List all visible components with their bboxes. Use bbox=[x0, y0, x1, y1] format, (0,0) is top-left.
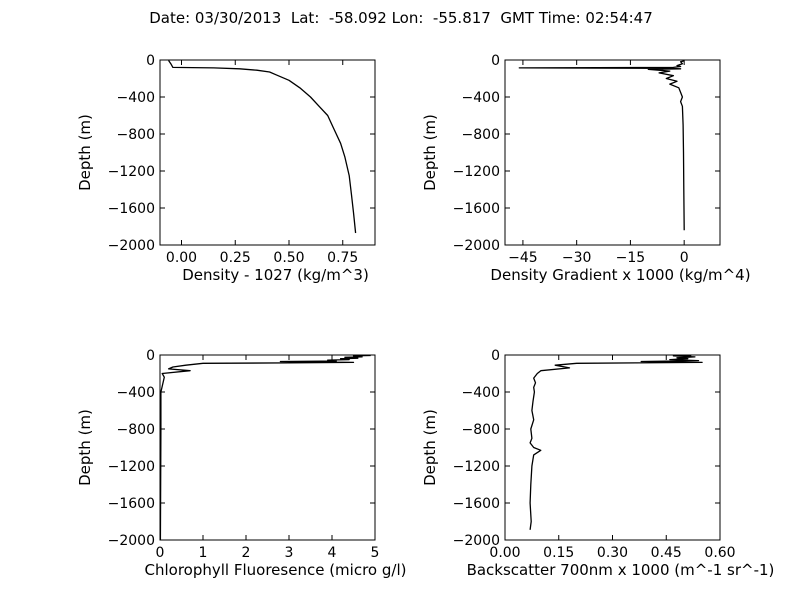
gradient-xtick-label: −15 bbox=[616, 250, 646, 266]
gradient-ytick-label: −2000 bbox=[453, 238, 500, 254]
density-xtick-label: 0.25 bbox=[220, 250, 251, 266]
backscatter-x-axis-label: Backscatter 700nm x 1000 (m^-1 sr^-1) bbox=[467, 561, 775, 579]
panel-chlorophyll: 0 1 2 3 4 5 0 −400 −800 −1200 −1600 −2000 Chlorophyl… bbox=[76, 348, 406, 579]
chlorophyll-xtick-label: 5 bbox=[371, 545, 380, 561]
density-xtick-label: 0.75 bbox=[327, 250, 358, 266]
density-ytick-label: −1200 bbox=[108, 164, 155, 180]
density-ytick-label: −400 bbox=[117, 90, 155, 106]
panel-gradient: −45 −30 −15 0 0 −400 −800 −1200 −1600 −2000 Densit… bbox=[421, 53, 751, 284]
chlorophyll-xtick-label: 3 bbox=[285, 545, 294, 561]
chlorophyll-ytick-label: −1200 bbox=[108, 459, 155, 475]
gradient-ytick-label: 0 bbox=[491, 53, 500, 69]
gradient-y-axis-label: Depth (m) bbox=[421, 114, 439, 191]
density-y-axis-label: Depth (m) bbox=[76, 114, 94, 191]
backscatter-profile-line-0 bbox=[529, 354, 703, 530]
density-x-axis-label: Density - 1027 (kg/m^3) bbox=[182, 266, 369, 284]
backscatter-ytick-label: −1200 bbox=[453, 459, 500, 475]
density-profile-line-0 bbox=[168, 60, 357, 234]
gradient-x-axis-label: Density Gradient x 1000 (kg/m^4) bbox=[490, 266, 750, 284]
gradient-ytick-label: −400 bbox=[462, 90, 500, 106]
chlorophyll-xtick-label: 1 bbox=[199, 545, 208, 561]
figure-title: Date: 03/30/2013 Lat: -58.092 Lon: -55.8… bbox=[149, 9, 653, 27]
chlorophyll-profile-line-0 bbox=[159, 354, 371, 541]
gradient-xtick-label: −45 bbox=[508, 250, 538, 266]
gradient-xtick-label: 0 bbox=[680, 250, 689, 266]
backscatter-xtick-label: 0.60 bbox=[704, 545, 735, 561]
chlorophyll-ytick-label: −2000 bbox=[108, 533, 155, 549]
density-ytick-label: −2000 bbox=[108, 238, 155, 254]
density-ytick-label: −800 bbox=[117, 127, 155, 143]
density-plot-frame bbox=[159, 59, 376, 246]
gradient-ytick-label: −1200 bbox=[453, 164, 500, 180]
backscatter-xtick-label: 0.15 bbox=[543, 545, 574, 561]
panel-density: 0.00 0.25 0.50 0.75 0 −400 −800 −1200 −1600 −2000… bbox=[76, 53, 376, 284]
backscatter-xtick-label: 0.30 bbox=[597, 545, 628, 561]
backscatter-xtick-label: 0.00 bbox=[489, 545, 520, 561]
panel-backscatter: 0.00 0.15 0.30 0.45 0.60 0 −400 −800 −1200 −1600 −… bbox=[421, 348, 774, 579]
density-ytick-label: −1600 bbox=[108, 201, 155, 217]
gradient-profile-line-0 bbox=[518, 60, 685, 231]
chlorophyll-ytick-label: 0 bbox=[146, 348, 155, 364]
chlorophyll-xtick-label: 2 bbox=[242, 545, 251, 561]
backscatter-ytick-label: −800 bbox=[462, 422, 500, 438]
backscatter-ytick-label: −400 bbox=[462, 385, 500, 401]
gradient-ytick-label: −800 bbox=[462, 127, 500, 143]
chlorophyll-xtick-label: 0 bbox=[156, 545, 165, 561]
gradient-ytick-label: −1600 bbox=[453, 201, 500, 217]
density-xtick-label: 0.00 bbox=[166, 250, 197, 266]
density-ytick-label: 0 bbox=[146, 53, 155, 69]
backscatter-ytick-label: 0 bbox=[491, 348, 500, 364]
gradient-plot-frame bbox=[504, 59, 721, 246]
backscatter-ytick-label: −2000 bbox=[453, 533, 500, 549]
chlorophyll-plot-frame bbox=[159, 354, 376, 541]
chlorophyll-x-axis-label: Chlorophyll Fluoresence (micro g/l) bbox=[145, 561, 407, 579]
chlorophyll-ytick-label: −1600 bbox=[108, 496, 155, 512]
chlorophyll-ytick-label: −800 bbox=[117, 422, 155, 438]
backscatter-y-axis-label: Depth (m) bbox=[421, 409, 439, 486]
backscatter-plot-frame bbox=[504, 354, 721, 541]
chlorophyll-ytick-label: −400 bbox=[117, 385, 155, 401]
backscatter-xtick-label: 0.45 bbox=[651, 545, 682, 561]
density-xtick-label: 0.50 bbox=[273, 250, 304, 266]
panels: 0.00 0.25 0.50 0.75 0 −400 −800 −1200 −1600 −2000… bbox=[76, 53, 774, 579]
gradient-xtick-label: −30 bbox=[562, 250, 592, 266]
backscatter-ytick-label: −1600 bbox=[453, 496, 500, 512]
chlorophyll-y-axis-label: Depth (m) bbox=[76, 409, 94, 486]
chlorophyll-xtick-label: 4 bbox=[328, 545, 337, 561]
